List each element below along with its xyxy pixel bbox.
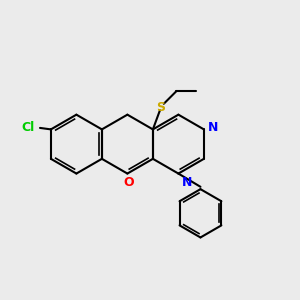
Text: S: S xyxy=(156,101,165,114)
Text: N: N xyxy=(207,122,218,134)
Text: Cl: Cl xyxy=(21,122,35,134)
Text: N: N xyxy=(182,176,192,189)
Text: O: O xyxy=(124,176,134,189)
